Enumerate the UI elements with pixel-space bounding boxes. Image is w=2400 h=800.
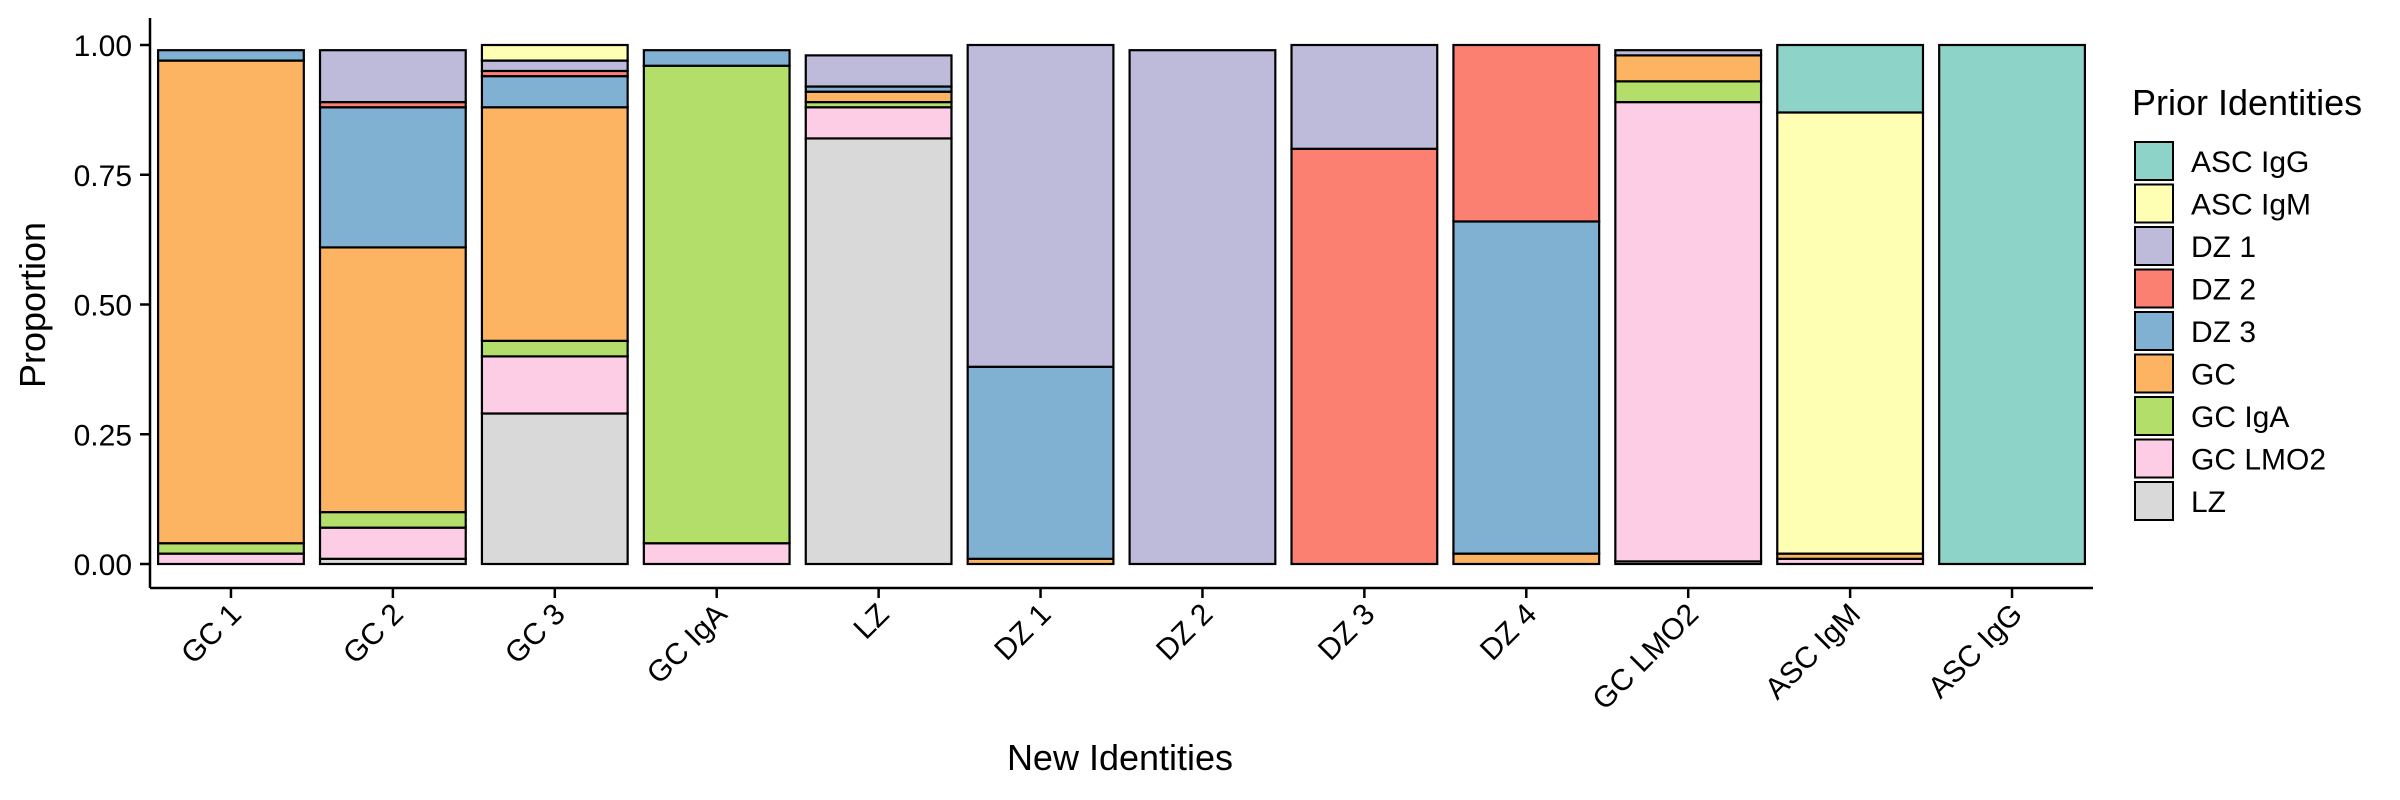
bar-segment (480, 355, 629, 415)
x-tick-label: DZ 1 (988, 598, 1057, 667)
x-tick-label: GC LMO2 (1586, 598, 1705, 717)
bar-segment (966, 43, 1115, 368)
x-tick-label: GC 1 (175, 598, 248, 671)
x-tick-label: DZ 3 (1312, 598, 1381, 667)
legend-label: GC IgA (2191, 401, 2289, 434)
bar-segment (1452, 43, 1601, 223)
x-tick-label: ASC IgG (1922, 598, 2029, 705)
legend-label: DZ 3 (2191, 316, 2256, 349)
bar-segment (1452, 552, 1601, 566)
x-tick-label: DZ 2 (1150, 598, 1219, 667)
y-axis-title: Proportion (12, 222, 53, 388)
bar-segment (642, 64, 791, 545)
bar-segment (1290, 147, 1439, 566)
bar-segment (318, 510, 467, 529)
x-axis: GC 1 GC 2 GC 3 GC IgA LZ DZ 1 DZ 2 DZ 3 DZ 4 GC L… (150, 586, 2093, 717)
legend-label: DZ 1 (2191, 231, 2256, 264)
legend-swatch (2134, 268, 2174, 309)
bar-segment (1614, 49, 1763, 57)
legend-title: Prior Identities (2132, 82, 2362, 123)
y-tick-label: 0.25 (74, 419, 132, 452)
bar-segment (318, 49, 467, 104)
legend-swatch (2134, 311, 2174, 351)
legend-swatch (2134, 481, 2174, 521)
x-tick-label: LZ (847, 598, 895, 646)
legend-label: GC (2191, 359, 2236, 392)
x-tick-label: DZ 4 (1474, 598, 1543, 667)
legend-label: ASC IgG (2191, 146, 2309, 179)
bar-segment (1938, 43, 2087, 566)
bar-segment (1614, 54, 1763, 83)
y-tick-label: 0.75 (74, 160, 132, 193)
legend-swatch (2134, 438, 2174, 479)
y-tick-label: 0.50 (74, 290, 132, 323)
bar-segment (642, 542, 791, 566)
bar-segment (318, 246, 467, 514)
legend-swatch (2134, 226, 2174, 266)
bars-layer (156, 43, 2087, 566)
legend-swatch (2134, 183, 2174, 224)
legend-swatch (2134, 353, 2174, 394)
bar-segment (1614, 100, 1763, 563)
y-tick-label: 0.00 (74, 549, 132, 582)
x-tick-label: GC IgA (641, 598, 734, 691)
y-axis: 0.00 0.25 0.50 0.75 1.00 (74, 18, 152, 588)
legend-label: DZ 2 (2191, 274, 2256, 307)
legend-swatch (2134, 141, 2174, 181)
bar-segment (804, 54, 953, 88)
bar-segment (804, 137, 953, 566)
legend-label: ASC IgM (2191, 189, 2311, 222)
legend-label: GC LMO2 (2191, 444, 2326, 477)
x-tick-label: ASC IgM (1759, 598, 1867, 706)
x-tick-label: GC 3 (499, 598, 572, 671)
bar-segment (1776, 111, 1925, 555)
legend-label: LZ (2191, 486, 2226, 519)
bar-segment (480, 339, 629, 358)
y-tick-label: 1.00 (74, 30, 132, 63)
bar-segment (1290, 43, 1439, 150)
bar-segment (642, 49, 791, 67)
x-tick-label: GC 2 (337, 598, 410, 671)
bar-segment (318, 526, 467, 560)
bar-segment (156, 552, 305, 566)
bar-segment (1776, 43, 1925, 114)
bar-segment (1614, 80, 1763, 104)
bar-segment (156, 542, 305, 555)
bar-segment (480, 412, 629, 566)
x-axis-title: New Identities (1007, 737, 1233, 778)
bar-segment (1452, 220, 1601, 555)
bar-segment (156, 49, 305, 62)
bar-segment (156, 59, 305, 545)
bar-segment (480, 106, 629, 342)
bar-segment (480, 59, 629, 73)
bar-segment (804, 106, 953, 140)
bar-segment (966, 365, 1115, 560)
bar-segment (480, 75, 629, 109)
bar-segment (1128, 49, 1277, 566)
legend: Prior Identities ASC IgG ASC IgM DZ 1 DZ 2 D… (2132, 82, 2362, 521)
bar-segment (318, 106, 467, 249)
bar-segment (804, 90, 953, 104)
legend-swatch (2134, 396, 2174, 436)
bar-segment (480, 43, 629, 62)
